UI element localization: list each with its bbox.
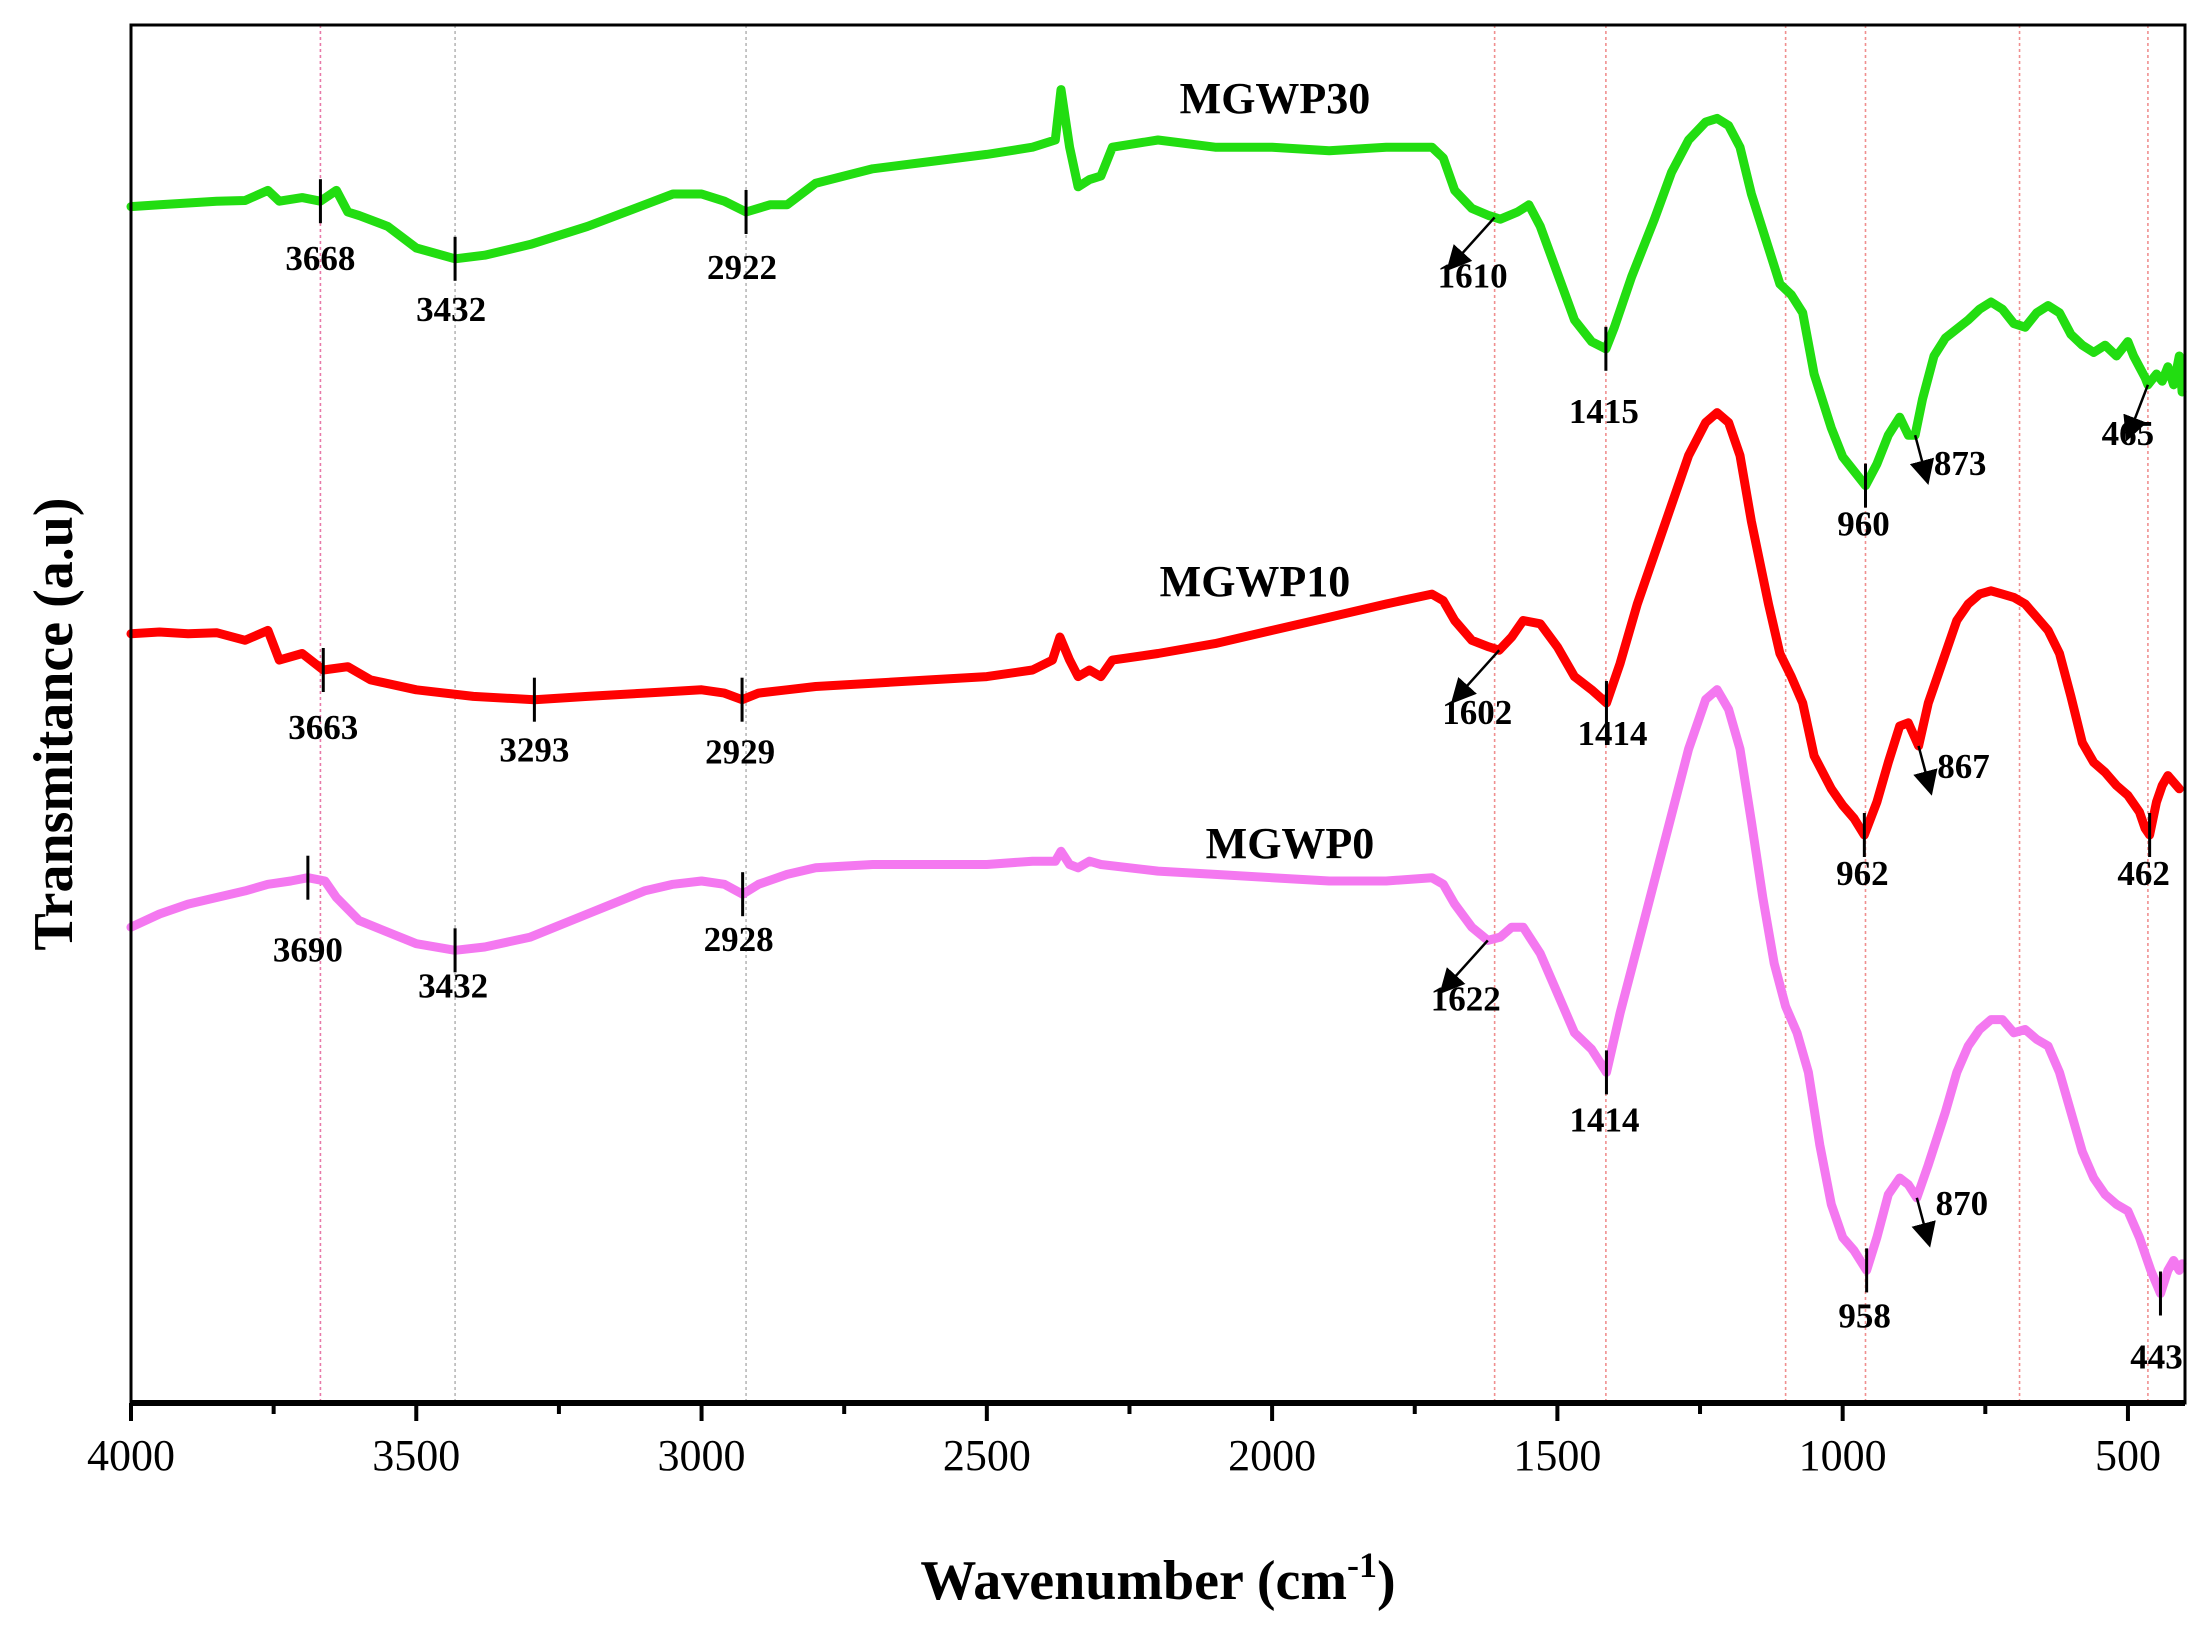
peak-label: 3690 [273, 931, 343, 970]
peak-arrow [1439, 939, 1489, 995]
reference-lines [319, 25, 2149, 1403]
x-tick-label: 3500 [372, 1431, 460, 1480]
peak-label: 465 [2102, 414, 2155, 453]
peak-label: 962 [1836, 854, 1889, 893]
peak-label: 3432 [416, 290, 486, 329]
peak-label: 1622 [1431, 979, 1501, 1018]
peak-label: 2928 [704, 920, 774, 959]
series-label-mgwp10: MGWP10 [1160, 557, 1351, 606]
peak-label: 443 [2130, 1338, 2183, 1377]
peak-arrow [1913, 745, 1938, 796]
series-layer [126, 85, 2187, 1298]
x-axis: 4000 3500 3000 2500 2000 1500 1000 500 [87, 1400, 2185, 1480]
peak-arrow [1450, 649, 1501, 704]
peak-label: 462 [2117, 854, 2170, 893]
peak-label: 873 [1934, 444, 1987, 483]
peak-arrow [1911, 1197, 1936, 1248]
peak-label: 3293 [499, 731, 569, 770]
x-tick-label: 2000 [1228, 1431, 1316, 1480]
peak-arrow [1909, 434, 1935, 486]
x-tick-label: 1000 [1799, 1431, 1887, 1480]
peak-label: 3663 [288, 708, 358, 747]
peak-label: 2922 [707, 248, 777, 287]
x-tick-label: 500 [2095, 1431, 2161, 1480]
peak-label: 958 [1838, 1296, 1891, 1335]
y-axis-title: Transmitance (a.u) [23, 497, 85, 950]
x-axis-title-close: ) [1377, 1550, 1396, 1612]
series-label-mgwp30: MGWP30 [1180, 74, 1371, 123]
peak-label: 1414 [1577, 714, 1647, 753]
series-line-mgwp30 [126, 85, 2187, 491]
x-tick-label: 2500 [943, 1431, 1031, 1480]
x-tick-label: 1500 [1513, 1431, 1601, 1480]
peak-label: 867 [1937, 747, 1990, 786]
x-axis-title-main: Wavenumber (cm [920, 1550, 1347, 1612]
plot-frame [129, 23, 2187, 1405]
x-tick-label: 4000 [87, 1431, 175, 1480]
peak-arrow [1446, 216, 1496, 272]
x-tick-label: 3000 [658, 1431, 746, 1480]
peak-label: 960 [1837, 505, 1890, 544]
peak-label: 3432 [418, 966, 488, 1005]
series-line-mgwp0 [126, 685, 2187, 1298]
peak-label: 1414 [1569, 1100, 1639, 1139]
peak-label: 3668 [285, 239, 355, 278]
peak-label: 2929 [705, 733, 775, 772]
peak-annotations: 3668 3432 2922 1610 1415 960 873 465 3663 3293 292… [273, 179, 2183, 1377]
peak-label: 870 [1936, 1184, 1989, 1223]
peak-label: 1415 [1569, 392, 1639, 431]
peak-arrow [2123, 384, 2150, 442]
series-labels: MGWP30 MGWP10 MGWP0 [1160, 74, 1375, 868]
peak-label: 1610 [1438, 256, 1508, 295]
peak-label: 1602 [1442, 693, 1512, 732]
x-axis-title-superscript: -1 [1347, 1545, 1377, 1585]
series-label-mgwp0: MGWP0 [1206, 819, 1375, 868]
x-axis-title: Wavenumber (cm-1) [920, 1545, 1395, 1612]
